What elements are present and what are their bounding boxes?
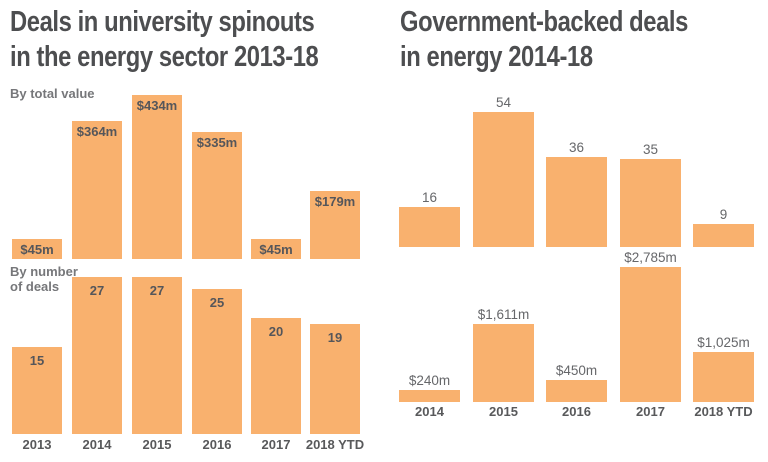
bar-value-label: $434m [136, 98, 178, 113]
bar-value-label: 15 [29, 353, 45, 368]
subtitle-by-number-of-deals: By number of deals [10, 264, 78, 294]
bar-value-label: 27 [149, 283, 165, 298]
x-axis-label-2017: 2017 [636, 404, 665, 419]
x-axis-label-2014: 2014 [415, 404, 444, 419]
bar-value-label: 19 [327, 330, 343, 345]
bar-value-label: $1,025m [697, 335, 750, 350]
bar-government-backed-deals-by-number-2018-ytd [693, 224, 754, 247]
bar-value-label: $1,611m [477, 307, 530, 322]
subtitle-by-number-of-deals-line2: of deals [10, 279, 60, 294]
bar-government-backed-deals-by-number-2014 [399, 207, 460, 247]
bar-university-spinouts-by-number-of-deals-2018-ytd: 19 [310, 324, 360, 434]
left-chart-title: Deals in university spinouts in the ener… [10, 5, 319, 75]
bar-value-label: 27 [89, 283, 105, 298]
bar-value-label: $2,785m [624, 250, 677, 265]
bar-university-spinouts-by-number-of-deals-2013: 15 [12, 347, 62, 434]
bar-value-label: 54 [495, 95, 512, 110]
bar-value-label: 16 [421, 190, 438, 205]
x-axis-label-2017: 2017 [261, 437, 291, 452]
bar-government-backed-deals-by-number-2016 [546, 157, 607, 247]
bar-university-spinouts-by-total-value-2016: $335m [192, 132, 242, 259]
bar-value-label: 20 [268, 324, 284, 339]
right-chart-title-line2: in energy 2014-18 [400, 41, 593, 73]
subtitle-by-number-of-deals-line1: By number [10, 264, 78, 279]
bar-government-backed-deals-by-number-2015 [473, 112, 534, 247]
left-chart-title-line1: Deals in university spinouts [10, 6, 315, 38]
x-axis-label-2014: 2014 [82, 437, 112, 452]
bar-university-spinouts-by-number-of-deals-2014: 27 [72, 277, 122, 434]
right-chart-title: Government-backed deals in energy 2014-1… [400, 5, 688, 75]
x-axis-label-2018-ytd: 2018 YTD [694, 404, 753, 419]
bar-government-backed-deals-by-value-2018-ytd [693, 352, 754, 402]
x-axis-label-2013: 2013 [22, 437, 52, 452]
bar-government-backed-deals-by-value-2014 [399, 390, 460, 402]
x-axis-label-2016: 2016 [202, 437, 232, 452]
right-chart-title-line1: Government-backed deals [400, 6, 688, 38]
bar-value-label: 35 [642, 142, 659, 157]
bar-value-label: $364m [76, 124, 118, 139]
subtitle-by-total-value-line1: By total value [10, 86, 95, 101]
bar-value-label: 25 [209, 295, 225, 310]
bar-university-spinouts-by-total-value-2017: $45m [251, 239, 301, 259]
left-chart-title-line2: in the energy sector 2013-18 [10, 41, 319, 73]
bar-university-spinouts-by-total-value-2014: $364m [72, 121, 122, 259]
x-axis-label-2015: 2015 [142, 437, 172, 452]
bar-value-label: 36 [568, 140, 585, 155]
bar-university-spinouts-by-number-of-deals-2017: 20 [251, 318, 301, 434]
bar-government-backed-deals-by-value-2015 [473, 324, 534, 402]
bar-university-spinouts-by-number-of-deals-2015: 27 [132, 277, 182, 434]
bar-value-label: $240m [408, 373, 451, 388]
bar-university-spinouts-by-total-value-2015: $434m [132, 95, 182, 259]
x-axis-label-2015: 2015 [489, 404, 518, 419]
bar-value-label: $450m [555, 363, 598, 378]
bar-value-label: 9 [719, 207, 728, 222]
bar-government-backed-deals-by-value-2017 [620, 267, 681, 402]
bar-value-label: $45m [259, 242, 293, 257]
bar-value-label: $179m [314, 194, 356, 209]
bar-university-spinouts-by-total-value-2018-ytd: $179m [310, 191, 360, 259]
bar-university-spinouts-by-number-of-deals-2016: 25 [192, 289, 242, 434]
bar-university-spinouts-by-total-value-2013: $45m [12, 239, 62, 259]
subtitle-by-total-value: By total value [10, 86, 95, 101]
bar-value-label: $45m [20, 242, 54, 257]
x-axis-label-2016: 2016 [562, 404, 591, 419]
bar-value-label: $335m [196, 135, 238, 150]
bar-government-backed-deals-by-number-2017 [620, 159, 681, 247]
bar-government-backed-deals-by-value-2016 [546, 380, 607, 402]
x-axis-label-2018-ytd: 2018 YTD [305, 437, 365, 452]
